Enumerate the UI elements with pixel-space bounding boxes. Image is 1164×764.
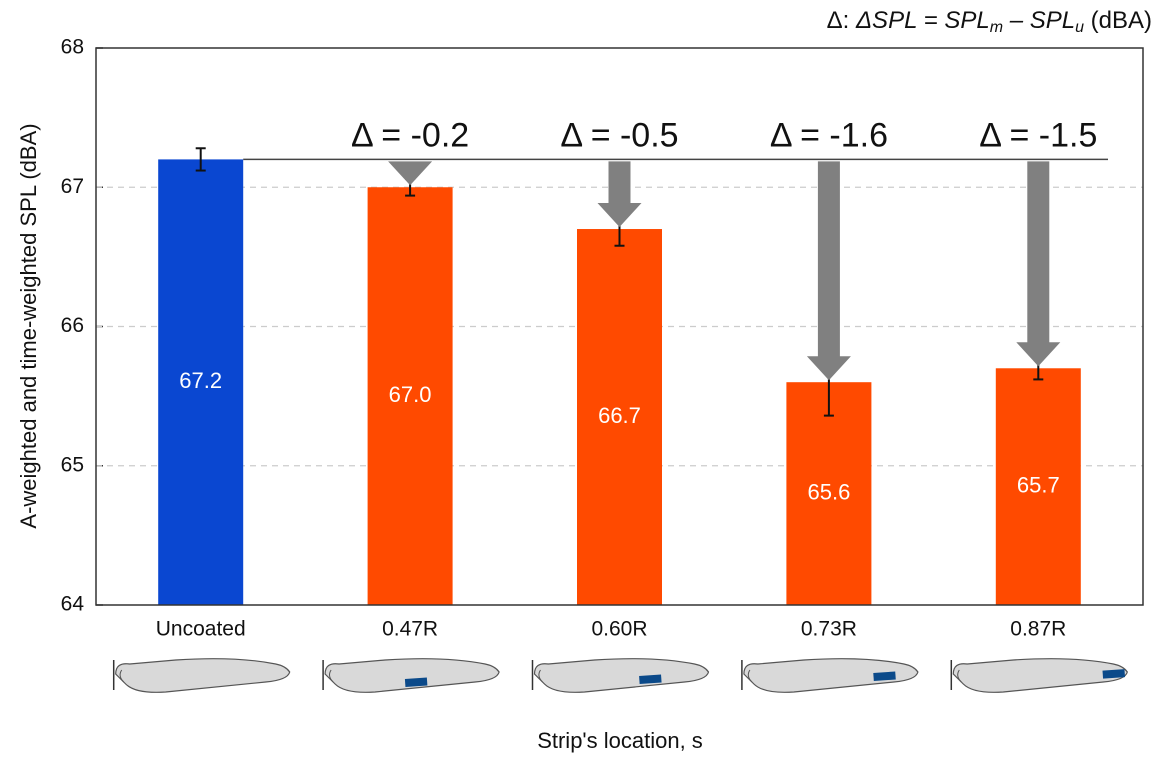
formula-part: Δ:: [827, 7, 856, 34]
value-label: 65.6: [807, 479, 850, 504]
delta-label: Δ = -1.6: [770, 116, 888, 154]
blade-part: [639, 674, 662, 684]
blade-part: [404, 677, 428, 687]
blade-part: [873, 671, 896, 682]
blade-part: [115, 658, 291, 693]
blade-part: [957, 669, 962, 683]
bar: [577, 229, 662, 605]
bar: [367, 187, 453, 605]
bar: [786, 382, 872, 605]
bar: [158, 159, 244, 605]
blade-icon: [322, 658, 500, 693]
y-tick-label: 65: [61, 453, 84, 476]
formula-part: m: [990, 19, 1003, 36]
blade-part: [324, 658, 500, 693]
blade-part: [743, 658, 919, 693]
delta-arrow: [1016, 161, 1061, 367]
delta-label: Δ = -0.2: [351, 116, 469, 154]
formula-part: – SPL: [1003, 7, 1075, 34]
x-axis-label: Strip's location, s: [537, 728, 703, 753]
y-axis-label: A-weighted and time-weighted SPL (dBA): [16, 123, 41, 528]
delta-label: Δ = -1.5: [979, 116, 1097, 154]
y-tick-label: 68: [61, 36, 84, 59]
blade-part: [119, 669, 125, 683]
delta-arrow: [597, 161, 642, 228]
delta-label: Δ = -0.5: [560, 116, 678, 154]
value-label: 65.7: [1017, 472, 1060, 497]
x-tick-label: 0.60R: [591, 618, 647, 641]
blade-icon: [112, 658, 291, 693]
blade-part: [747, 669, 753, 683]
x-tick-label: 0.87R: [1010, 618, 1066, 641]
blade-icon: [741, 658, 919, 693]
y-tick-label: 66: [61, 314, 84, 337]
formula-part: ΔSPL = SPL: [855, 7, 990, 34]
plot-frame: [95, 47, 1144, 606]
value-label: 67.0: [389, 382, 432, 407]
x-tick-label: 0.47R: [382, 618, 438, 641]
delta-arrow: [388, 161, 433, 186]
blade-part: [329, 669, 334, 683]
blade-icon: [531, 658, 710, 693]
blade-part: [533, 658, 710, 693]
formula-part: u: [1075, 19, 1084, 36]
formula-part: (dBA): [1084, 7, 1152, 34]
x-tick-label: Uncoated: [156, 618, 246, 641]
blade-part: [538, 669, 543, 683]
x-tick-label: 0.73R: [801, 618, 857, 641]
formula: Δ: ΔSPL = SPLm – SPLu (dBA): [827, 7, 1152, 36]
value-label: 67.2: [179, 368, 222, 393]
bar: [995, 368, 1081, 605]
y-tick-label: 64: [61, 593, 85, 616]
delta-arrow: [806, 161, 851, 381]
value-label: 66.7: [598, 403, 641, 428]
y-tick-label: 67: [61, 175, 84, 198]
blade-part: [952, 658, 1128, 693]
blade-part: [1102, 669, 1126, 679]
blade-icon: [950, 658, 1128, 693]
